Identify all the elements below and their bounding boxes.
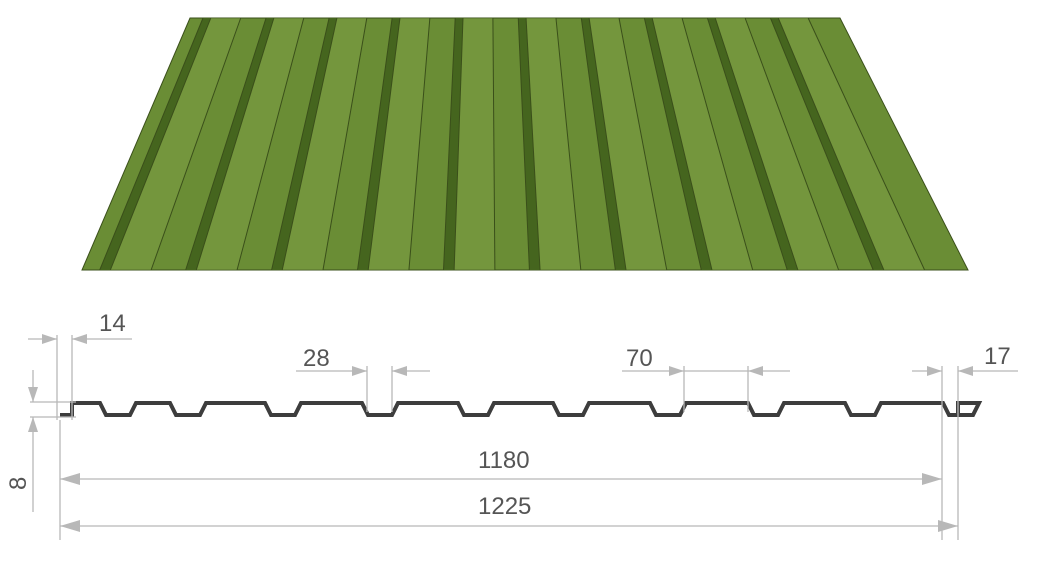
sheet-rib-highlight bbox=[282, 18, 367, 270]
sheet-rib-highlight bbox=[110, 18, 241, 270]
sheet-crease-line bbox=[588, 17, 627, 271]
dim-28-arrow-right bbox=[392, 366, 407, 376]
sheet-rib-highlight bbox=[454, 18, 495, 270]
sheet-rib-highlight bbox=[368, 18, 430, 270]
sheet-rib-shadow bbox=[707, 18, 798, 270]
dim-label-70: 70 bbox=[626, 345, 653, 372]
cross-section bbox=[60, 401, 983, 417]
dim-1180-arrow-right bbox=[922, 473, 942, 485]
sheet-rib-shadow bbox=[518, 18, 541, 270]
sheet-crease-line bbox=[807, 17, 926, 271]
sheet-crease-line bbox=[195, 17, 275, 271]
sheet-crease-line bbox=[99, 17, 204, 271]
dimension-labels: 14 28 70 17 1180 1225 8 bbox=[5, 310, 1011, 520]
sheet-crease-line bbox=[185, 17, 267, 271]
dim-14-arrow-right bbox=[72, 334, 87, 344]
sheet-rib-shadow bbox=[185, 18, 274, 270]
sheet-crease-line bbox=[322, 17, 368, 271]
sheet-crease-line bbox=[555, 17, 582, 271]
dim-label-1225: 1225 bbox=[478, 493, 531, 520]
sheet-rib-highlight bbox=[589, 18, 667, 270]
dim-28-arrow-left bbox=[352, 366, 367, 376]
sheet-rib-highlight bbox=[652, 18, 753, 270]
sheet-crease-line bbox=[492, 17, 496, 271]
sheet-rib-shadow bbox=[271, 18, 337, 270]
dim-label-1180: 1180 bbox=[478, 447, 530, 474]
sheet-crease-line bbox=[681, 17, 754, 271]
sheet-crease-line bbox=[714, 17, 799, 271]
sheet-crease-line bbox=[408, 17, 431, 271]
sheet-crease-line bbox=[777, 17, 885, 271]
sheet-crease-line bbox=[367, 17, 401, 271]
dim-17-arrow-right bbox=[958, 366, 973, 376]
dim-14-arrow-left bbox=[42, 334, 57, 344]
dim-8-arrow-top bbox=[28, 387, 38, 402]
sheet-crease-line bbox=[281, 17, 338, 271]
sheet-rib-shadow bbox=[770, 18, 884, 270]
dim-1225-arrow-right bbox=[938, 520, 958, 532]
sheet-crease-line bbox=[643, 17, 702, 271]
sheet-rib-shadow bbox=[99, 18, 211, 270]
sheet-rib-shadow bbox=[357, 18, 400, 270]
sheet-crease-line bbox=[236, 17, 305, 271]
dim-1225-arrow-left bbox=[60, 520, 80, 532]
sheet-crease-line bbox=[357, 17, 393, 271]
sheet-rib-highlight bbox=[778, 18, 925, 270]
dim-17-arrow-left bbox=[927, 366, 942, 376]
dim-label-14: 14 bbox=[99, 310, 126, 337]
sheet-crease-line bbox=[769, 17, 874, 271]
sheet-3d-view bbox=[81, 17, 969, 271]
sheet-crease-line bbox=[580, 17, 616, 271]
dim-label-28: 28 bbox=[303, 345, 330, 372]
dim-70-arrow-right bbox=[748, 366, 763, 376]
sheet-rib-highlight bbox=[526, 18, 581, 270]
sheet-crease-line bbox=[525, 17, 541, 271]
sheet-rib-shadow bbox=[581, 18, 627, 270]
dim-70-arrow-left bbox=[669, 366, 684, 376]
dim-1180-arrow-left bbox=[60, 473, 80, 485]
sheet-rib-highlight bbox=[196, 18, 304, 270]
sheet-crease-line bbox=[651, 17, 713, 271]
sheet-rib-shadow bbox=[443, 18, 463, 270]
dimension-lines bbox=[28, 334, 1018, 540]
sheet-crease-line bbox=[744, 17, 840, 271]
sheet-rib-highlight bbox=[715, 18, 839, 270]
sheet-crease-line bbox=[517, 17, 530, 271]
dim-label-8: 8 bbox=[5, 477, 32, 490]
sheet-crease-line bbox=[453, 17, 464, 271]
dim-8-arrow-bottom bbox=[28, 417, 38, 432]
sheet-crease-line bbox=[271, 17, 330, 271]
sheet-crease-line bbox=[618, 17, 668, 271]
dim-label-17: 17 bbox=[984, 343, 1011, 370]
sheet-crease-line bbox=[706, 17, 788, 271]
sheet-crease-line bbox=[442, 17, 456, 271]
sheet-rib-shadow bbox=[644, 18, 712, 270]
sheet-crease-line bbox=[109, 17, 212, 271]
sheet-crease-line bbox=[150, 17, 242, 271]
profile-line bbox=[60, 401, 983, 417]
